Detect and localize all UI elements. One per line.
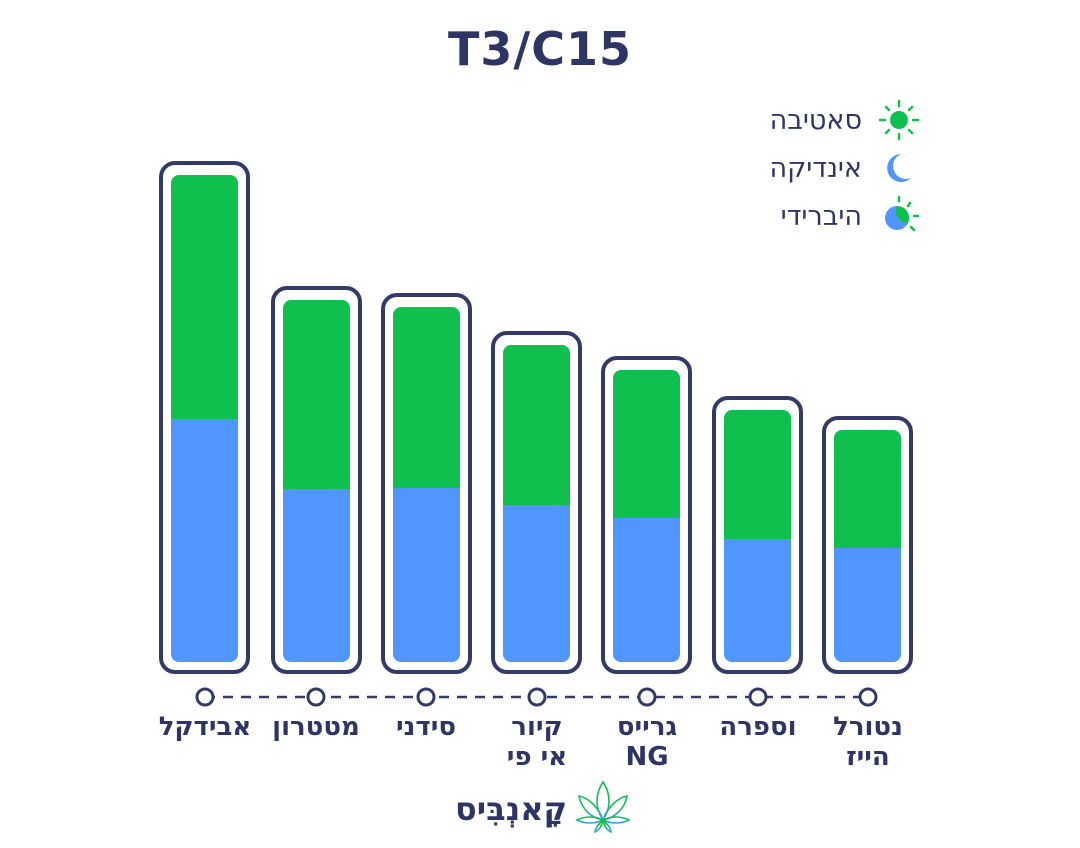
x-axis-dashed-line [195, 687, 878, 707]
indica-segment [834, 548, 901, 662]
x-label: קיור אי פי [472, 712, 602, 772]
x-label: נטורל הייז [803, 712, 933, 772]
brand-logo: קָאנְבִּיס [455, 778, 633, 840]
x-label: סידני [361, 712, 491, 742]
legend-label: היברידי [780, 200, 862, 232]
x-label: אבידקל [140, 712, 270, 742]
hybrid-sun-moon-icon [876, 193, 922, 239]
indica-segment [724, 539, 791, 662]
x-label-line1: אבידקל [158, 712, 252, 742]
bar-cure-ip [491, 331, 582, 674]
x-label-line1: מטטרון [272, 712, 360, 742]
x-label: וספרה [693, 712, 823, 742]
bar-vesper [712, 396, 803, 674]
legend-item-sativa: סאטיבה [770, 96, 922, 144]
x-label-line1: קיור [511, 712, 563, 742]
bar-sidney [381, 293, 472, 674]
legend-item-hybrid: היברידי [770, 192, 922, 240]
sativa-segment [171, 175, 238, 419]
indica-segment [171, 419, 238, 662]
x-label-line2: אי פי [506, 742, 568, 772]
indica-segment [503, 505, 570, 662]
x-label-line1: נטורל [833, 712, 903, 742]
sativa-segment [613, 370, 680, 518]
legend-label: סאטיבה [769, 104, 862, 136]
x-label-line1: סידני [395, 712, 457, 742]
chart-title: T3/C15 [448, 22, 632, 76]
sativa-segment [393, 307, 460, 488]
indica-segment [613, 518, 680, 662]
x-label-line2: NG [625, 742, 669, 772]
x-label: מטטרון [251, 712, 381, 742]
sativa-segment [834, 430, 901, 548]
indica-segment [393, 488, 460, 662]
indica-segment [283, 489, 350, 662]
legend-label: אינדיקה [769, 152, 862, 184]
sativa-segment [503, 345, 570, 505]
bar-grace-ng [601, 356, 692, 674]
x-label-line1: גרייס [616, 712, 678, 742]
sativa-segment [724, 410, 791, 539]
logo-text: קָאנְבִּיס [455, 790, 568, 828]
legend-item-indica: אינדיקה [770, 144, 922, 192]
moon-icon [876, 145, 922, 191]
legend: סאטיבה אינדיקה היברידי [770, 96, 922, 240]
x-label-line1: וספרה [719, 712, 797, 742]
cannabis-leaf-icon [573, 778, 633, 840]
bar-avidekel [159, 161, 250, 674]
bar-natural-haze [822, 416, 913, 674]
x-label: גרייס NG [582, 712, 712, 772]
sun-icon [876, 97, 922, 143]
sativa-segment [283, 300, 350, 489]
x-label-line2: הייז [846, 742, 890, 772]
bar-metatron [271, 286, 362, 674]
